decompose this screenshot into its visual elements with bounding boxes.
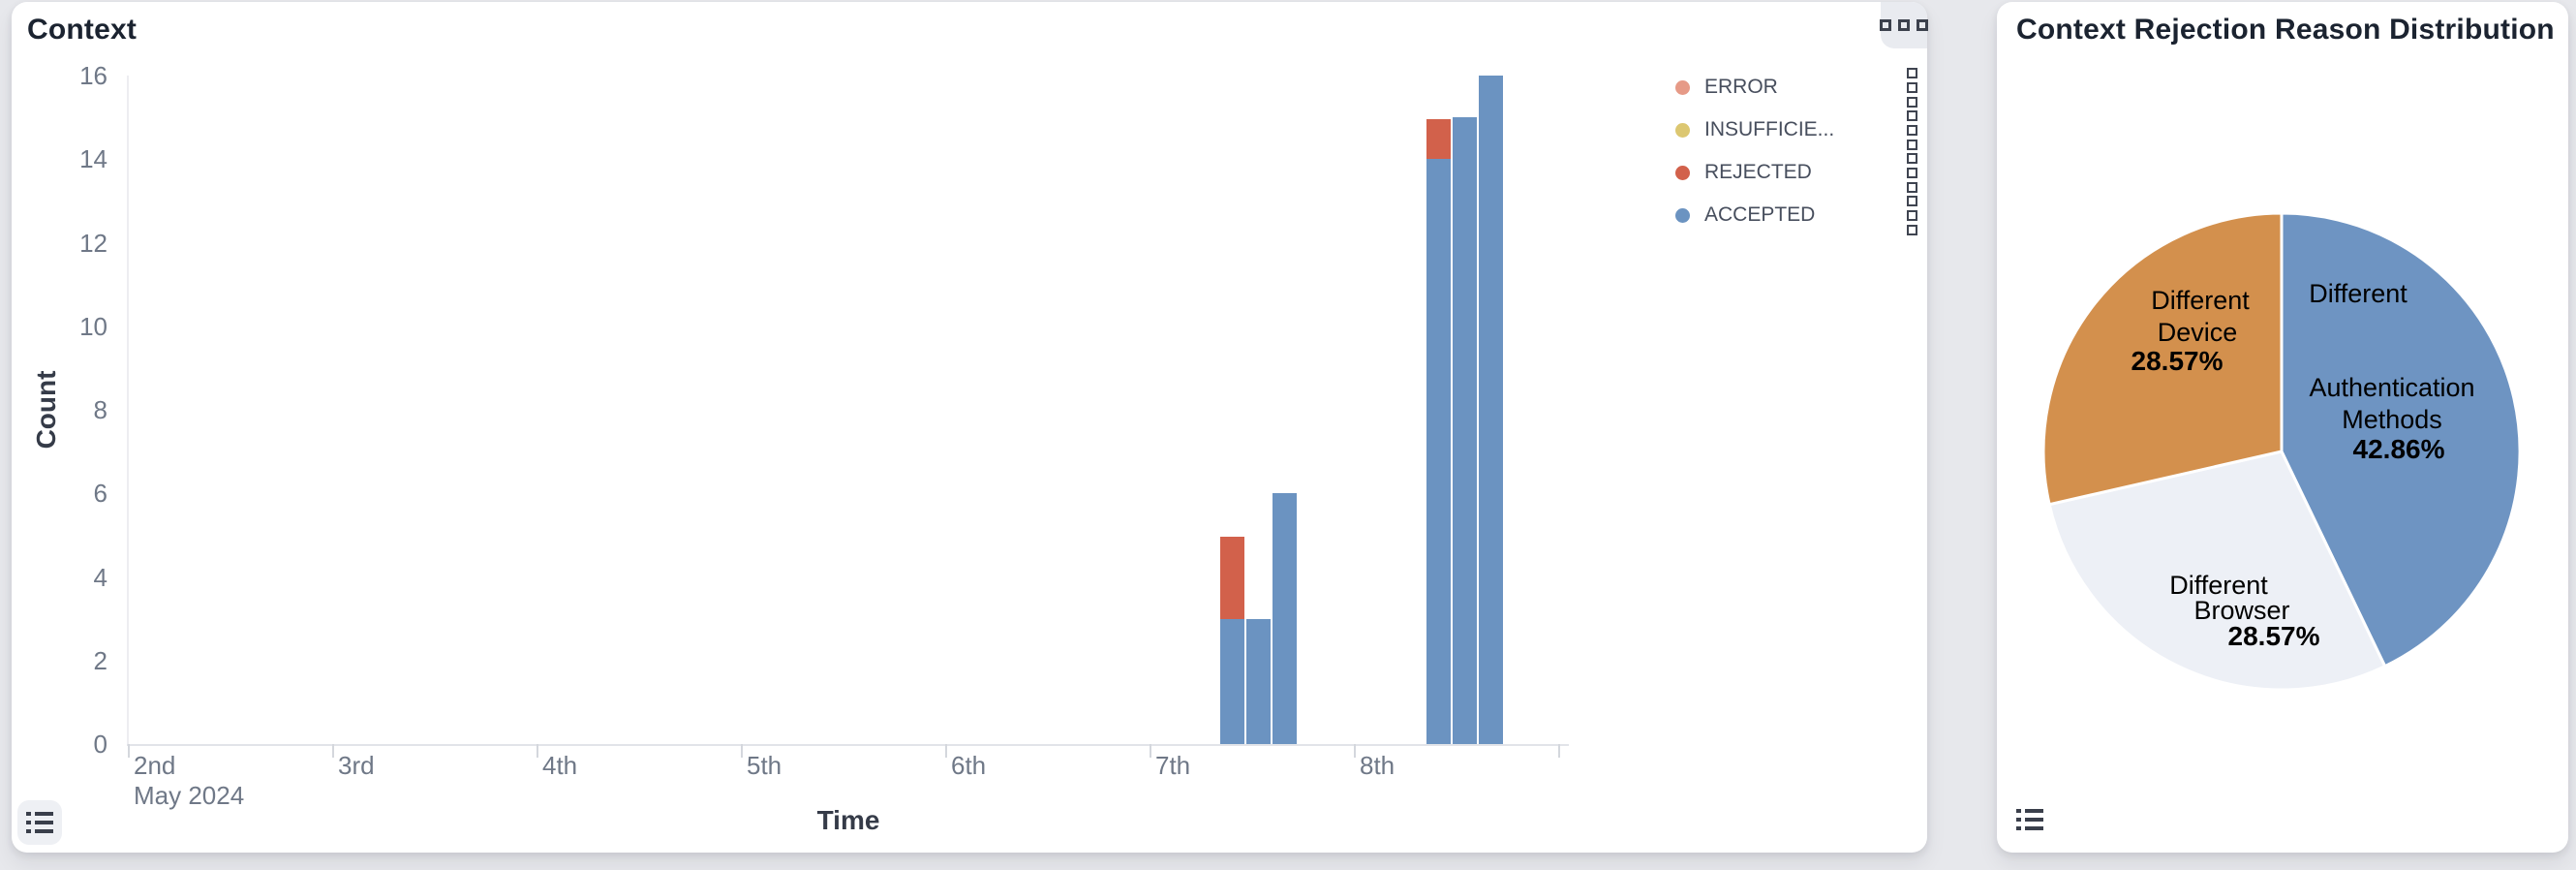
pie-slice-different-browser[interactable] [2047,450,2387,692]
bar-segment-rejected[interactable] [1426,117,1451,160]
y-axis-tick-label: 2 [93,645,107,675]
legend-item-label: ERROR [1704,76,1778,98]
x-axis-tick [332,744,334,758]
bar-chart-plot-area: 0 2 4 6 8 10 12 14 16 2nd May 2024 3rd 4th 5th 6th 7th 8… [12,2,1927,853]
x-axis-tick [128,744,130,758]
x-axis-tick [1150,744,1151,758]
pie-slice-label: Browser [2193,596,2289,625]
legend-list-button[interactable] [17,800,62,845]
legend-item-label: INSUFFICIE... [1704,118,1835,140]
legend-item-label: ACCEPTED [1704,203,1816,226]
x-axis-line [127,744,1569,746]
legend-item-accepted[interactable]: ACCEPTED [1675,194,1919,236]
drag-handle-icon[interactable] [1905,194,1919,237]
pie-slice-label: Different [2309,279,2407,308]
x-axis-tick [1354,744,1356,758]
pie-slice-label: Methods [2342,405,2442,434]
y-axis-tick-label: 16 [79,61,107,90]
x-axis-tick-label: 2nd May 2024 [134,751,245,810]
pie-slice-percentage: 28.57% [2131,346,2223,376]
bar-segment-accepted[interactable] [1453,117,1477,744]
y-axis-tick-label: 6 [93,479,107,509]
bar-segment-accepted[interactable] [1479,76,1503,744]
y-axis-tick-label: 0 [93,730,107,759]
bar-segment-accepted[interactable] [1273,493,1297,744]
x-axis-tick-label: 3rd [338,751,375,780]
y-axis-line [127,76,129,744]
legend-color-dot [1675,79,1690,95]
x-axis-title: Time [816,805,880,835]
legend-color-dot [1675,122,1690,138]
three-squares-menu-icon [1880,19,1928,31]
pie-slice-percentage: 28.57% [2228,621,2320,651]
x-axis-tick-label: 7th [1155,751,1191,780]
bar-segment-accepted[interactable] [1246,618,1271,744]
pie-slice-label: Authentication [2309,373,2474,402]
x-axis-tick [537,744,538,758]
x-axis-tick-label: 8th [1360,751,1395,780]
drag-handle-icon[interactable] [1905,151,1919,195]
pie-chart-panel: Context Rejection Reason Distribution Di… [1997,2,2568,853]
bar-segment-accepted[interactable] [1220,618,1244,744]
legend-item-insufficie[interactable]: INSUFFICIE... [1675,109,1919,151]
drag-handle-icon[interactable] [1905,109,1919,152]
legend-item-label: REJECTED [1704,161,1812,183]
y-axis-title: Count [31,370,61,450]
y-axis-tick-label: 8 [93,395,107,424]
pie-slice-label: Device [2158,318,2238,347]
drag-handle-icon[interactable] [1905,66,1919,109]
pie-slice-label: Different [2151,286,2250,315]
y-axis-tick-label: 14 [79,144,107,174]
x-axis-tick-sublabel: May 2024 [134,781,245,810]
page-title: Context Rejection Reason Distribution [2016,14,2555,46]
chart-legend: ERROR INSUFFICIE... REJECTED ACCEPTED [1675,66,1919,236]
x-axis-tick-label: 6th [951,751,987,780]
x-axis-tick [945,744,947,758]
x-axis-tick-label: 5th [747,751,782,780]
x-axis-tick-label: 4th [542,751,578,780]
context-chart-panel: Context ERROR INSUFFICIE... REJECTED ACCEPT… [12,2,1928,853]
y-axis-tick-label: 4 [93,562,107,592]
bar-segment-rejected[interactable] [1220,535,1244,619]
list-icon [2016,809,2043,830]
x-axis-tick [1558,744,1560,758]
pie-slice-percentage: 42.86% [2353,434,2445,464]
legend-item-error[interactable]: ERROR [1675,66,1919,109]
y-axis-tick-label: 10 [79,311,107,341]
legend-item-rejected[interactable]: REJECTED [1675,151,1919,194]
legend-color-dot [1675,165,1690,180]
pie-slice-label: Different [2169,571,2268,600]
legend-color-dot [1675,207,1690,223]
list-icon [26,812,53,833]
pie-slice-different-device[interactable] [2041,211,2284,507]
page-title: Context [27,14,138,46]
pie-slice-different-authentication-methods[interactable] [2280,211,2522,668]
y-axis-tick-label: 12 [79,228,107,258]
bar-segment-accepted[interactable] [1426,159,1451,744]
panel-menu-button[interactable] [1880,2,1928,48]
legend-list-button[interactable] [2010,800,2049,839]
x-axis-tick [741,744,743,758]
